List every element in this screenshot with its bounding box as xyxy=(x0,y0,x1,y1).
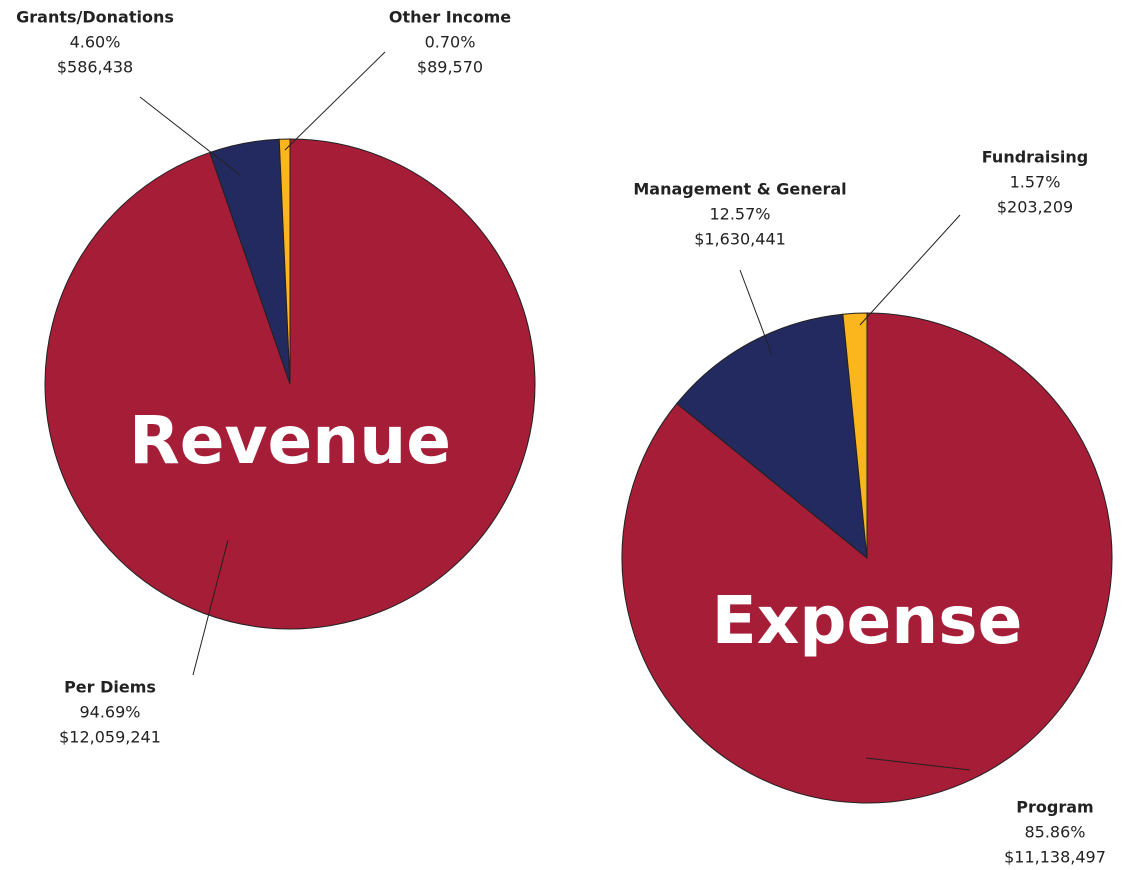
slice-amount: $12,059,241 xyxy=(59,728,161,747)
slice-name: Fundraising xyxy=(982,148,1088,167)
leader-line xyxy=(859,214,961,326)
slice-amount: $586,438 xyxy=(57,58,133,77)
pie-slice xyxy=(621,312,1113,804)
pie-title: Expense xyxy=(712,582,1023,659)
slice-amount: $89,570 xyxy=(417,58,483,77)
slice-percent: 4.60% xyxy=(70,33,121,52)
slice-name: Per Diems xyxy=(64,678,156,697)
leader-line xyxy=(865,757,971,771)
leader-line xyxy=(139,96,241,176)
pie-title: Revenue xyxy=(129,402,451,479)
slice-name: Other Income xyxy=(389,8,511,27)
slice-name: Management & General xyxy=(633,180,846,199)
slice-name: Program xyxy=(1016,798,1093,817)
slice-percent: 12.57% xyxy=(709,205,770,224)
slice-percent: 85.86% xyxy=(1024,823,1085,842)
slice-percent: 0.70% xyxy=(425,33,476,52)
slice-name: Grants/Donations xyxy=(16,8,174,27)
leader-line xyxy=(739,269,773,356)
leader-line xyxy=(284,51,386,151)
pie-slice xyxy=(842,312,868,559)
pie-slice xyxy=(278,138,291,385)
slice-percent: 1.57% xyxy=(1010,173,1061,192)
slice-amount: $203,209 xyxy=(997,198,1073,217)
leader-line xyxy=(192,539,229,676)
slice-amount: $1,630,441 xyxy=(694,230,786,249)
slice-amount: $11,138,497 xyxy=(1004,848,1106,867)
slice-percent: 94.69% xyxy=(79,703,140,722)
pie-slice xyxy=(676,313,868,560)
